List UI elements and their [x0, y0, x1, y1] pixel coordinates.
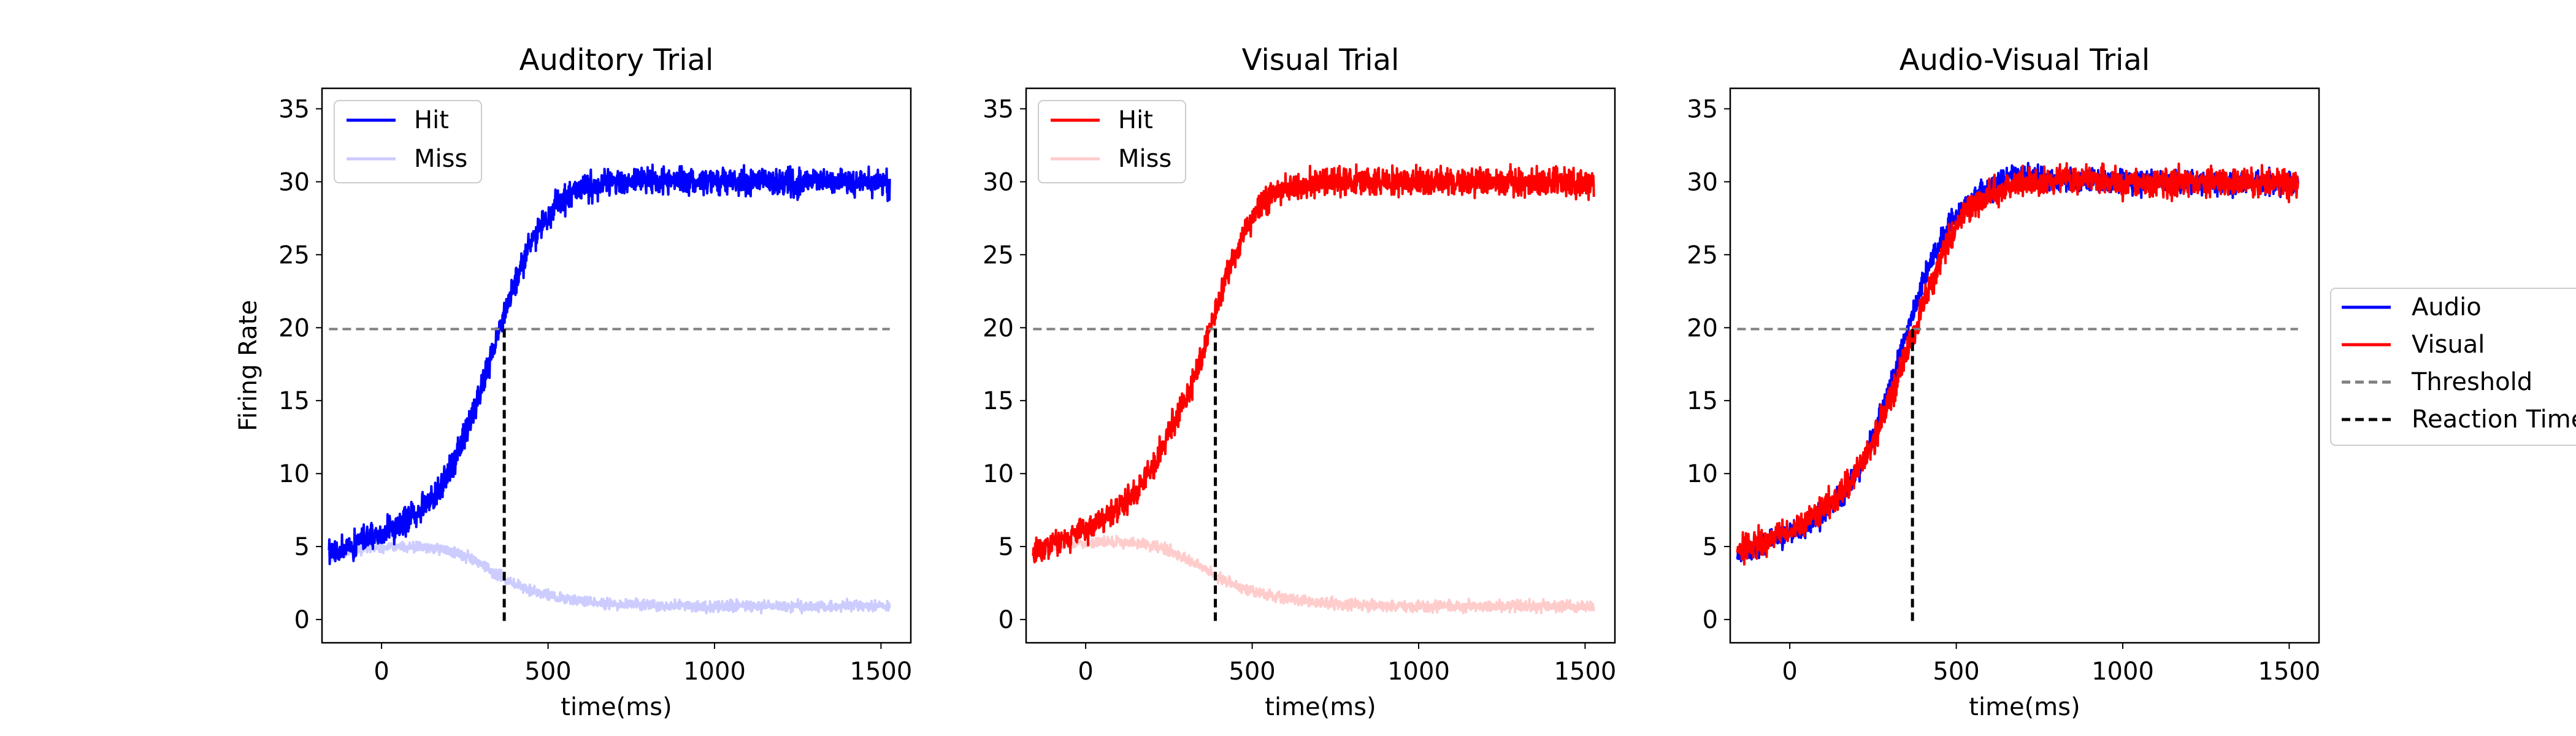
x-tick-label: 1000: [2091, 657, 2154, 686]
chart-title: Audio-Visual Trial: [1899, 43, 2150, 77]
axes-frame: [321, 87, 912, 644]
legend-label-hit: Hit: [414, 106, 449, 134]
legend-frame: [2330, 288, 2576, 446]
y-ticks: 0 5 10 15 20 25 30 35: [983, 95, 1026, 634]
legend-label-reaction-time: Reaction Time: [2412, 405, 2576, 434]
plot-area: [1032, 163, 1595, 621]
y-tick-label: 20: [983, 314, 1014, 342]
y-tick-label: 35: [983, 95, 1014, 123]
legend-label-miss: Miss: [414, 145, 467, 173]
plot-area: [1736, 161, 2299, 621]
plot-area: [328, 163, 891, 621]
y-tick-label: 25: [278, 241, 310, 269]
axes-frame: [1729, 87, 2320, 644]
y-tick-label: 0: [294, 606, 310, 634]
legend-label-audio: Audio: [2412, 293, 2482, 321]
legend-label-threshold: Threshold: [2411, 368, 2532, 396]
x-axis-label: time(ms): [1969, 693, 2080, 721]
x-tick-label: 500: [1933, 657, 1979, 686]
panel-audio-visual: Audio-Visual Trial time(ms) 0 5 10 15 20…: [1687, 43, 2576, 721]
legend: Hit Miss: [334, 100, 482, 183]
y-tick-label: 10: [1687, 460, 1718, 488]
x-ticks: 0 500 1000 1500: [1782, 643, 2320, 686]
y-axis-label: Firing Rate: [234, 300, 263, 431]
legend: Audio Visual Threshold Reaction Time: [2330, 288, 2576, 446]
legend-label-hit: Hit: [1118, 106, 1153, 134]
chart-title: Auditory Trial: [519, 43, 714, 77]
series-line-visual: [1736, 162, 2299, 566]
y-ticks: 0 5 10 15 20 25 30 35: [1687, 95, 1730, 634]
x-tick-label: 1000: [1387, 657, 1450, 686]
y-tick-label: 20: [278, 314, 310, 342]
x-tick-label: 0: [1782, 657, 1797, 686]
y-tick-label: 5: [999, 533, 1014, 561]
y-tick-label: 5: [1703, 533, 1718, 561]
x-ticks: 0 500 1000 1500: [374, 643, 912, 686]
y-tick-label: 5: [294, 533, 310, 561]
chart-title: Visual Trial: [1242, 43, 1400, 77]
x-tick-label: 1500: [850, 657, 913, 686]
x-axis-label: time(ms): [1265, 693, 1376, 721]
y-tick-label: 25: [983, 241, 1014, 269]
x-tick-label: 0: [1078, 657, 1093, 686]
y-tick-label: 15: [1687, 387, 1718, 415]
y-tick-label: 10: [278, 460, 310, 488]
x-tick-label: 1000: [683, 657, 746, 686]
series-line-hit: [1032, 163, 1595, 564]
y-tick-label: 25: [1687, 241, 1718, 269]
panel-auditory: Auditory Trial Firing Rate time(ms) 0 5 …: [234, 43, 912, 721]
x-tick-label: 1500: [2258, 657, 2321, 686]
series-line-miss: [1032, 534, 1595, 615]
y-ticks: 0 5 10 15 20 25 30 35: [278, 95, 322, 634]
y-tick-label: 15: [278, 387, 310, 415]
x-tick-label: 500: [1229, 657, 1275, 686]
legend-label-visual: Visual: [2412, 331, 2485, 359]
x-axis-label: time(ms): [561, 693, 672, 721]
y-tick-label: 0: [1703, 606, 1718, 634]
y-tick-label: 30: [983, 168, 1014, 196]
y-tick-label: 35: [1687, 95, 1718, 123]
legend-label-miss: Miss: [1118, 145, 1171, 173]
y-tick-label: 10: [983, 460, 1014, 488]
panel-visual: Visual Trial time(ms) 0 5 10 15 20 25 30…: [983, 43, 1616, 721]
legend: Hit Miss: [1038, 100, 1186, 183]
y-tick-label: 30: [1687, 168, 1718, 196]
x-ticks: 0 500 1000 1500: [1078, 643, 1616, 686]
x-tick-label: 0: [374, 657, 389, 686]
x-tick-label: 1500: [1554, 657, 1617, 686]
y-tick-label: 20: [1687, 314, 1718, 342]
series-line-miss: [328, 540, 891, 615]
y-tick-label: 15: [983, 387, 1014, 415]
x-tick-label: 500: [524, 657, 571, 686]
axes-frame: [1025, 87, 1616, 644]
y-tick-label: 35: [278, 95, 310, 123]
y-tick-label: 0: [999, 606, 1014, 634]
series-line-hit: [328, 163, 891, 565]
y-tick-label: 30: [278, 168, 310, 196]
